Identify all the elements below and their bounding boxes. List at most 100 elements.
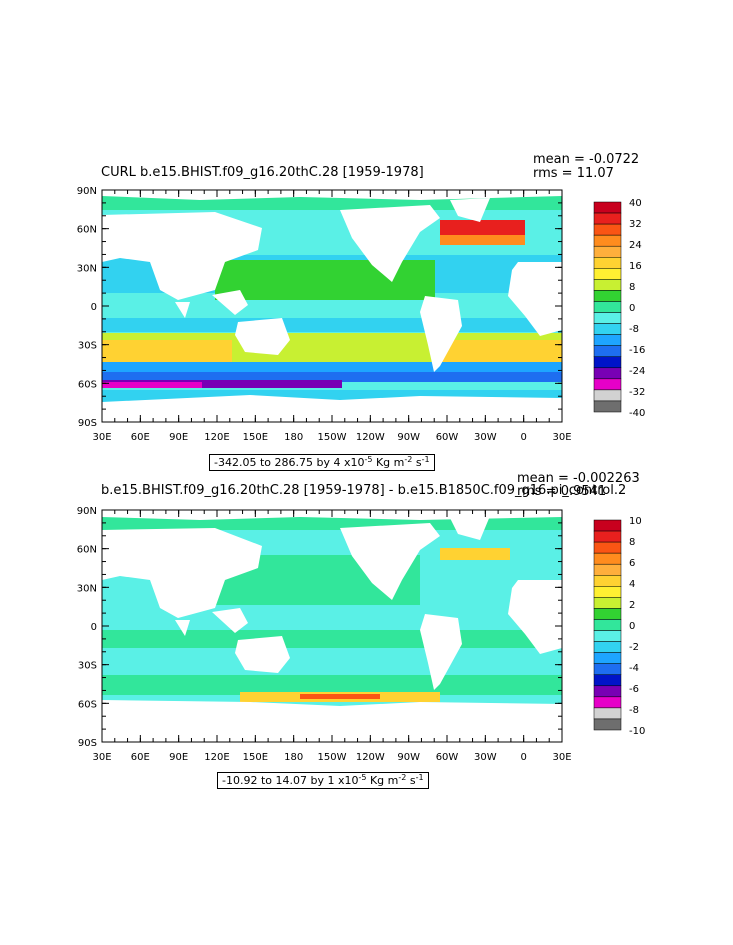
lat-tick-label: 30S <box>78 341 97 352</box>
lat-tick-label: 30N <box>77 583 97 594</box>
north-atlantic-orange <box>440 235 525 245</box>
colorbar-label: 16 <box>629 261 642 272</box>
colorbar-swatch <box>593 630 622 642</box>
colorbar-label: 2 <box>629 600 635 611</box>
land-south-america-2 <box>420 614 462 690</box>
colorbar-swatch <box>593 619 622 631</box>
colorbar-label: -16 <box>629 345 645 356</box>
colorbar-swatch <box>593 696 622 709</box>
colorbar-swatch <box>593 223 622 236</box>
lat-tick-label: 60S <box>78 379 97 390</box>
colorbar-swatch <box>593 356 622 369</box>
colorbar-swatch <box>593 234 622 247</box>
land-eurasia <box>102 212 262 300</box>
colorbar-label: -8 <box>629 324 639 335</box>
colorbar-label: 24 <box>629 240 642 251</box>
land-antarctica-2 <box>102 700 562 742</box>
land-africa-2 <box>508 580 562 654</box>
south-orange-2 <box>300 694 380 699</box>
lon-tick-label: 30E <box>552 432 571 443</box>
panel-1-mean: mean = -0.0722 <box>533 152 640 167</box>
panel-1-title: CURL b.e15.BHIST.f09_g16.20thC.28 [1959-… <box>101 165 424 180</box>
lat-tick-label: 0 <box>91 622 97 633</box>
southern-blue-1 <box>102 362 562 372</box>
curl-panel: CURL b.e15.BHIST.f09_g16.20thC.28 [1959-… <box>0 0 733 471</box>
colorbar-swatch <box>593 575 622 587</box>
colorbar-label: 32 <box>629 219 642 230</box>
colorbar-swatch <box>593 586 622 598</box>
lon-tick-label: 180 <box>284 432 303 443</box>
panel-1-plot: 90N 60N 30N 0 30S 60S 90S 30E 60E 90E 120E 150E 180 1… <box>77 186 646 443</box>
colorbar-label: -4 <box>629 663 639 674</box>
range-s: s <box>406 774 416 787</box>
range-prefix: -342.05 to 286.75 by 4 x10 <box>214 456 365 469</box>
colorbar-swatch <box>593 245 622 258</box>
land-australia-2 <box>235 636 290 673</box>
land-south-america <box>420 296 462 372</box>
colorbar-label: -40 <box>629 408 645 419</box>
colorbar-swatch <box>593 563 622 576</box>
colorbar-label: 40 <box>629 198 642 209</box>
colorbar-label: 4 <box>629 579 635 590</box>
colorbar-swatch <box>593 389 622 402</box>
panel-2-range-box: -10.92 to 14.07 by 1 x10-5 Kg m-2 s-1 <box>217 772 429 789</box>
panel-2-field <box>102 510 562 742</box>
land-india <box>175 302 190 318</box>
colorbar-swatch <box>593 530 622 543</box>
colorbar-swatch <box>593 608 622 620</box>
land-north-america-2 <box>340 523 440 600</box>
lon-tick-label: 60E <box>131 752 150 763</box>
southern-magenta <box>102 382 202 388</box>
land-se-asia-2 <box>212 608 248 633</box>
land-africa <box>508 262 562 336</box>
panel-2-mean: mean = -0.002263 <box>517 471 640 486</box>
colorbar-swatch <box>593 552 622 565</box>
southern-blue-2 <box>102 372 562 382</box>
colorbar-label: -10 <box>629 726 645 737</box>
indian-yellow <box>102 340 232 365</box>
colorbar-swatch <box>593 597 622 609</box>
colorbar-swatch <box>593 400 622 413</box>
colorbar-swatch <box>593 718 622 731</box>
lat-tick-label: 0 <box>91 302 97 313</box>
lon-tick-label: 150E <box>243 752 268 763</box>
lon-tick-label: 0 <box>520 432 526 443</box>
range-exp: -5 <box>364 455 373 464</box>
lon-tick-label: 90W <box>397 432 420 443</box>
colorbar-label: -32 <box>629 387 645 398</box>
land-greenland-2 <box>450 516 490 540</box>
colorbar-swatch <box>593 312 622 324</box>
panel-1-field <box>102 190 562 422</box>
colorbar-swatch <box>593 290 622 302</box>
colorbar-swatch <box>593 268 622 280</box>
tropic-green-2 <box>102 630 562 648</box>
colorbar-swatch <box>593 367 622 380</box>
panel-1-rms: rms = 11.07 <box>533 166 614 181</box>
lon-tick-label: 30E <box>552 752 571 763</box>
land-greenland <box>450 198 490 222</box>
range-unit: Kg m <box>366 774 399 787</box>
colorbar-swatch <box>593 345 622 357</box>
colorbar-label: -2 <box>629 642 639 653</box>
range-s-exp: -1 <box>421 455 430 464</box>
lon-tick-label: 90E <box>169 432 188 443</box>
southern-purple <box>102 380 342 388</box>
colorbar-swatch <box>593 378 622 391</box>
colorbar-swatch <box>593 685 622 698</box>
colorbar-label: 10 <box>629 516 642 527</box>
colorbar-swatch <box>593 212 622 225</box>
lat-tick-label: 30N <box>77 263 97 274</box>
land-north-america <box>340 205 440 282</box>
land-eurasia-2 <box>102 528 262 618</box>
lon-tick-label: 120W <box>356 432 385 443</box>
lon-tick-label: 60E <box>131 432 150 443</box>
lon-tick-label: 60W <box>436 432 459 443</box>
land-australia <box>235 318 290 355</box>
colorbar-label: -8 <box>629 705 639 716</box>
colorbar-label: 8 <box>629 537 635 548</box>
lon-tick-label: 30E <box>92 432 111 443</box>
north-atlantic-red <box>440 220 525 235</box>
lat-tick-label: 90S <box>78 738 97 749</box>
lon-tick-label: 60W <box>436 752 459 763</box>
colorbar-swatch <box>593 674 622 687</box>
